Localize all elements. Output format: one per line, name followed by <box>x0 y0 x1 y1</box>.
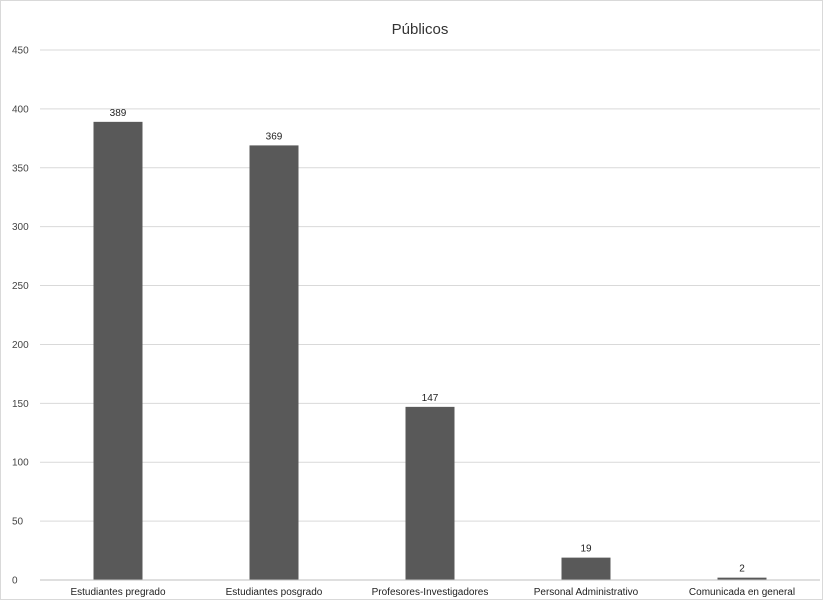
data-label: 2 <box>739 564 745 575</box>
bar <box>93 121 143 580</box>
category-label: Comunicada en general <box>689 587 795 598</box>
category-label: Estudiantes posgrado <box>226 587 323 598</box>
data-label: 389 <box>110 108 127 119</box>
bar <box>405 406 455 580</box>
y-axis-tick-labels: 0 50 100 150 200 250 300 350 400 450 <box>12 46 29 587</box>
bars <box>93 121 767 580</box>
x-axis-category-labels: Estudiantes pregrado Estudiantes posgrado… <box>70 587 795 598</box>
gridlines <box>40 49 820 522</box>
chart-title: Públicos <box>392 21 449 38</box>
y-tick-label: 300 <box>12 222 29 233</box>
bar <box>561 557 611 580</box>
y-tick-label: 50 <box>12 517 24 528</box>
y-tick-label: 0 <box>12 576 18 587</box>
data-label: 19 <box>580 544 592 555</box>
bar <box>249 145 299 580</box>
data-label: 147 <box>422 393 439 404</box>
category-label: Personal Administrativo <box>534 587 639 598</box>
data-labels: 389 369 147 19 2 <box>110 108 746 575</box>
y-tick-label: 450 <box>12 46 29 57</box>
category-label: Estudiantes pregrado <box>70 587 166 598</box>
category-label: Profesores-Investigadores <box>372 587 489 598</box>
data-label: 369 <box>266 131 283 142</box>
y-tick-label: 200 <box>12 340 29 351</box>
y-tick-label: 150 <box>12 399 29 410</box>
y-tick-label: 400 <box>12 104 29 115</box>
bar <box>717 577 767 580</box>
y-tick-label: 100 <box>12 458 29 469</box>
y-tick-label: 250 <box>12 281 29 292</box>
y-tick-label: 350 <box>12 163 29 174</box>
